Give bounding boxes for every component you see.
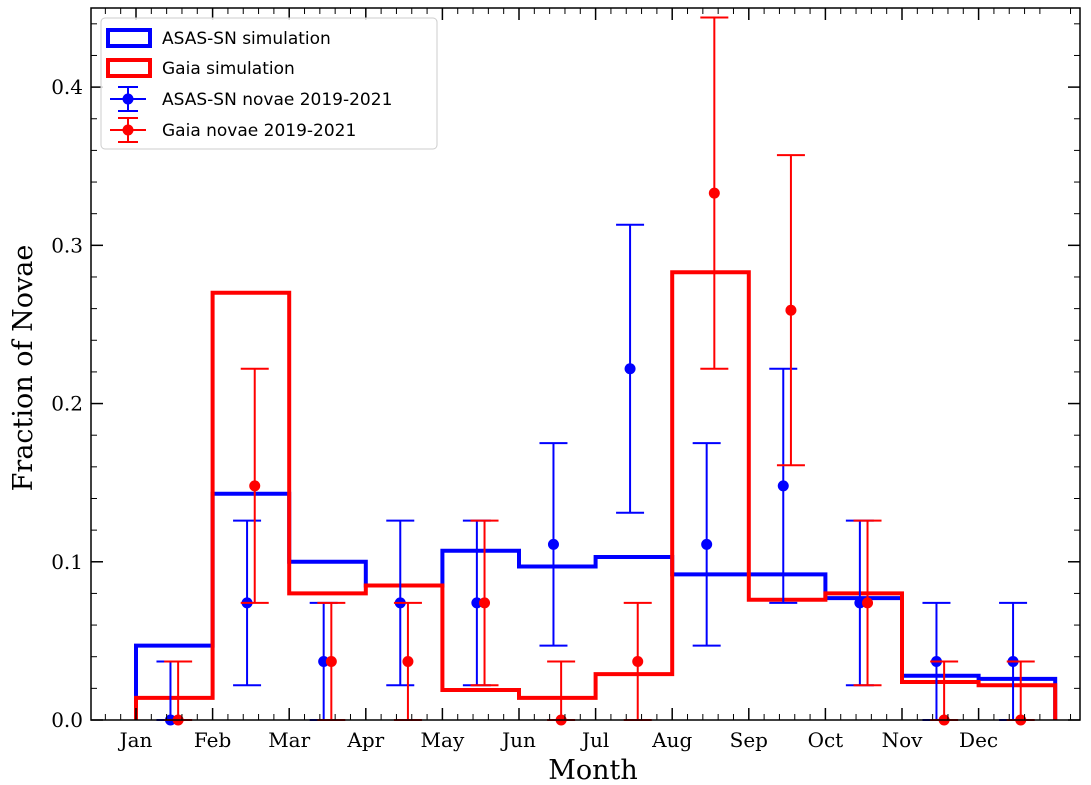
data-point xyxy=(479,597,491,609)
x-tick-label: Nov xyxy=(882,728,924,752)
x-tick-label: Feb xyxy=(194,728,231,752)
y-tick-label: 0.2 xyxy=(51,392,83,416)
legend-marker xyxy=(122,124,134,136)
data-point xyxy=(325,655,337,667)
data-point xyxy=(318,655,330,667)
legend-label: Gaia novae 2019-2021 xyxy=(162,121,356,141)
x-tick-label: Aug xyxy=(651,728,692,752)
legend-swatch xyxy=(106,58,152,78)
data-point xyxy=(708,187,720,199)
legend-box xyxy=(100,17,438,150)
x-tick-label: May xyxy=(421,728,465,752)
plot-frame xyxy=(90,7,1081,721)
data-point xyxy=(785,304,797,316)
x-tick-label: Sep xyxy=(730,728,768,752)
x-tick-label: Jul xyxy=(580,728,609,752)
legend-label: Gaia simulation xyxy=(162,59,295,79)
data-point xyxy=(402,655,414,667)
data-point xyxy=(701,538,713,550)
x-tick-label: Dec xyxy=(959,728,998,752)
y-tick-label: 0.3 xyxy=(51,233,83,257)
x-tick-label: Jan xyxy=(118,728,153,752)
legend-swatch xyxy=(106,28,152,48)
x-tick-label: Mar xyxy=(268,728,310,752)
data-point xyxy=(547,538,559,550)
legend-label: ASAS-SN novae 2019-2021 xyxy=(162,90,392,110)
data-point xyxy=(249,480,261,492)
data-point xyxy=(862,597,874,609)
y-axis-label: Fraction of Novae xyxy=(8,245,39,492)
data-point xyxy=(777,480,789,492)
axes-layer: 0.0 0.1 0.2 0.3 0.4 Jan Feb Mar Apr May Jun Jul Aug S… xyxy=(51,7,1081,752)
y-tick-label: 0.1 xyxy=(51,550,83,574)
y-tick-label: 0.0 xyxy=(51,708,83,732)
legend-label: ASAS-SN simulation xyxy=(162,29,331,49)
x-tick-label: Apr xyxy=(346,728,384,752)
x-tick-label: Jun xyxy=(500,728,536,752)
data-point xyxy=(624,363,636,375)
x-axis-label: Month xyxy=(548,755,638,785)
data-point xyxy=(854,597,866,609)
data-point xyxy=(632,655,644,667)
y-tick-label: 0.4 xyxy=(51,75,83,99)
legend: ASAS-SN simulation Gaia simulation ASAS-SN… xyxy=(100,17,438,150)
x-tick-label: Oct xyxy=(808,728,844,752)
data-point xyxy=(471,597,483,609)
legend-marker xyxy=(122,93,134,105)
step-series-1 xyxy=(134,270,1058,720)
